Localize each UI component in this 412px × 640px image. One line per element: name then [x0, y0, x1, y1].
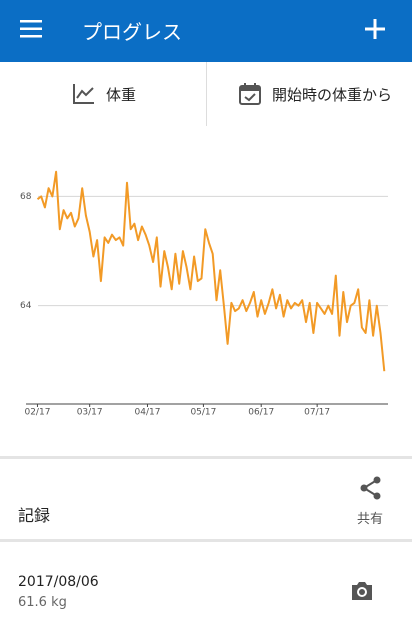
x-tick-label: 05/17 — [190, 408, 216, 418]
entry-date: 2017/08/06 — [18, 574, 99, 590]
x-tick-label: 04/17 — [135, 408, 161, 418]
calendar-icon — [239, 83, 261, 105]
y-tick-label: 68 — [20, 192, 32, 202]
x-tick-label: 02/17 — [24, 408, 50, 418]
entry-weight: 61.6 kg — [18, 595, 67, 610]
menu-button[interactable] — [20, 19, 44, 39]
share-label[interactable]: 共有 — [357, 512, 384, 527]
weight-tab[interactable]: 体重 — [72, 62, 136, 126]
records-heading: 記録 — [18, 506, 51, 525]
camera-icon[interactable] — [350, 580, 374, 602]
x-tick-label: 03/17 — [77, 408, 103, 418]
x-tick-label: 06/17 — [248, 408, 274, 418]
tab-divider — [206, 62, 207, 126]
app-title: プログレス — [82, 20, 182, 44]
from-start-tab[interactable]: 開始時の体重から — [238, 62, 392, 126]
chart-icon — [73, 84, 94, 104]
add-button[interactable] — [364, 18, 386, 40]
share-icon[interactable] — [359, 476, 383, 500]
tab-label: 開始時の体重から — [272, 85, 393, 104]
tab-label: 体重 — [106, 85, 137, 104]
app-bar: プログレス — [0, 0, 412, 62]
y-tick-label: 64 — [20, 301, 32, 311]
separator — [0, 456, 412, 459]
weight-line — [36, 170, 386, 372]
chart: 64 68 02/17 03/17 04/17 05/17 06/17 07/17 — [20, 170, 388, 418]
x-tick-label: 07/17 — [304, 408, 330, 418]
separator — [0, 539, 412, 542]
